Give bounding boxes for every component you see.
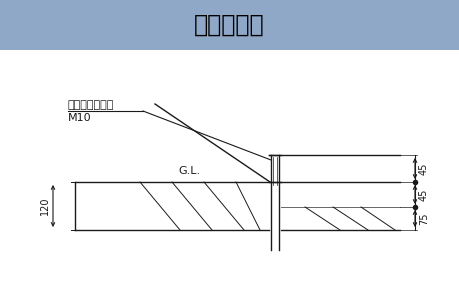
Text: 45: 45 xyxy=(419,188,429,201)
Text: G.L.: G.L. xyxy=(178,166,200,176)
Text: 75: 75 xyxy=(419,212,429,225)
Text: アンカーボルト: アンカーボルト xyxy=(68,100,114,110)
Text: 基礎断面図: 基礎断面図 xyxy=(194,13,265,37)
Text: 120: 120 xyxy=(40,197,50,215)
Text: M10: M10 xyxy=(68,113,92,123)
Bar xyxy=(0,0,459,50)
Text: 45: 45 xyxy=(419,162,429,175)
